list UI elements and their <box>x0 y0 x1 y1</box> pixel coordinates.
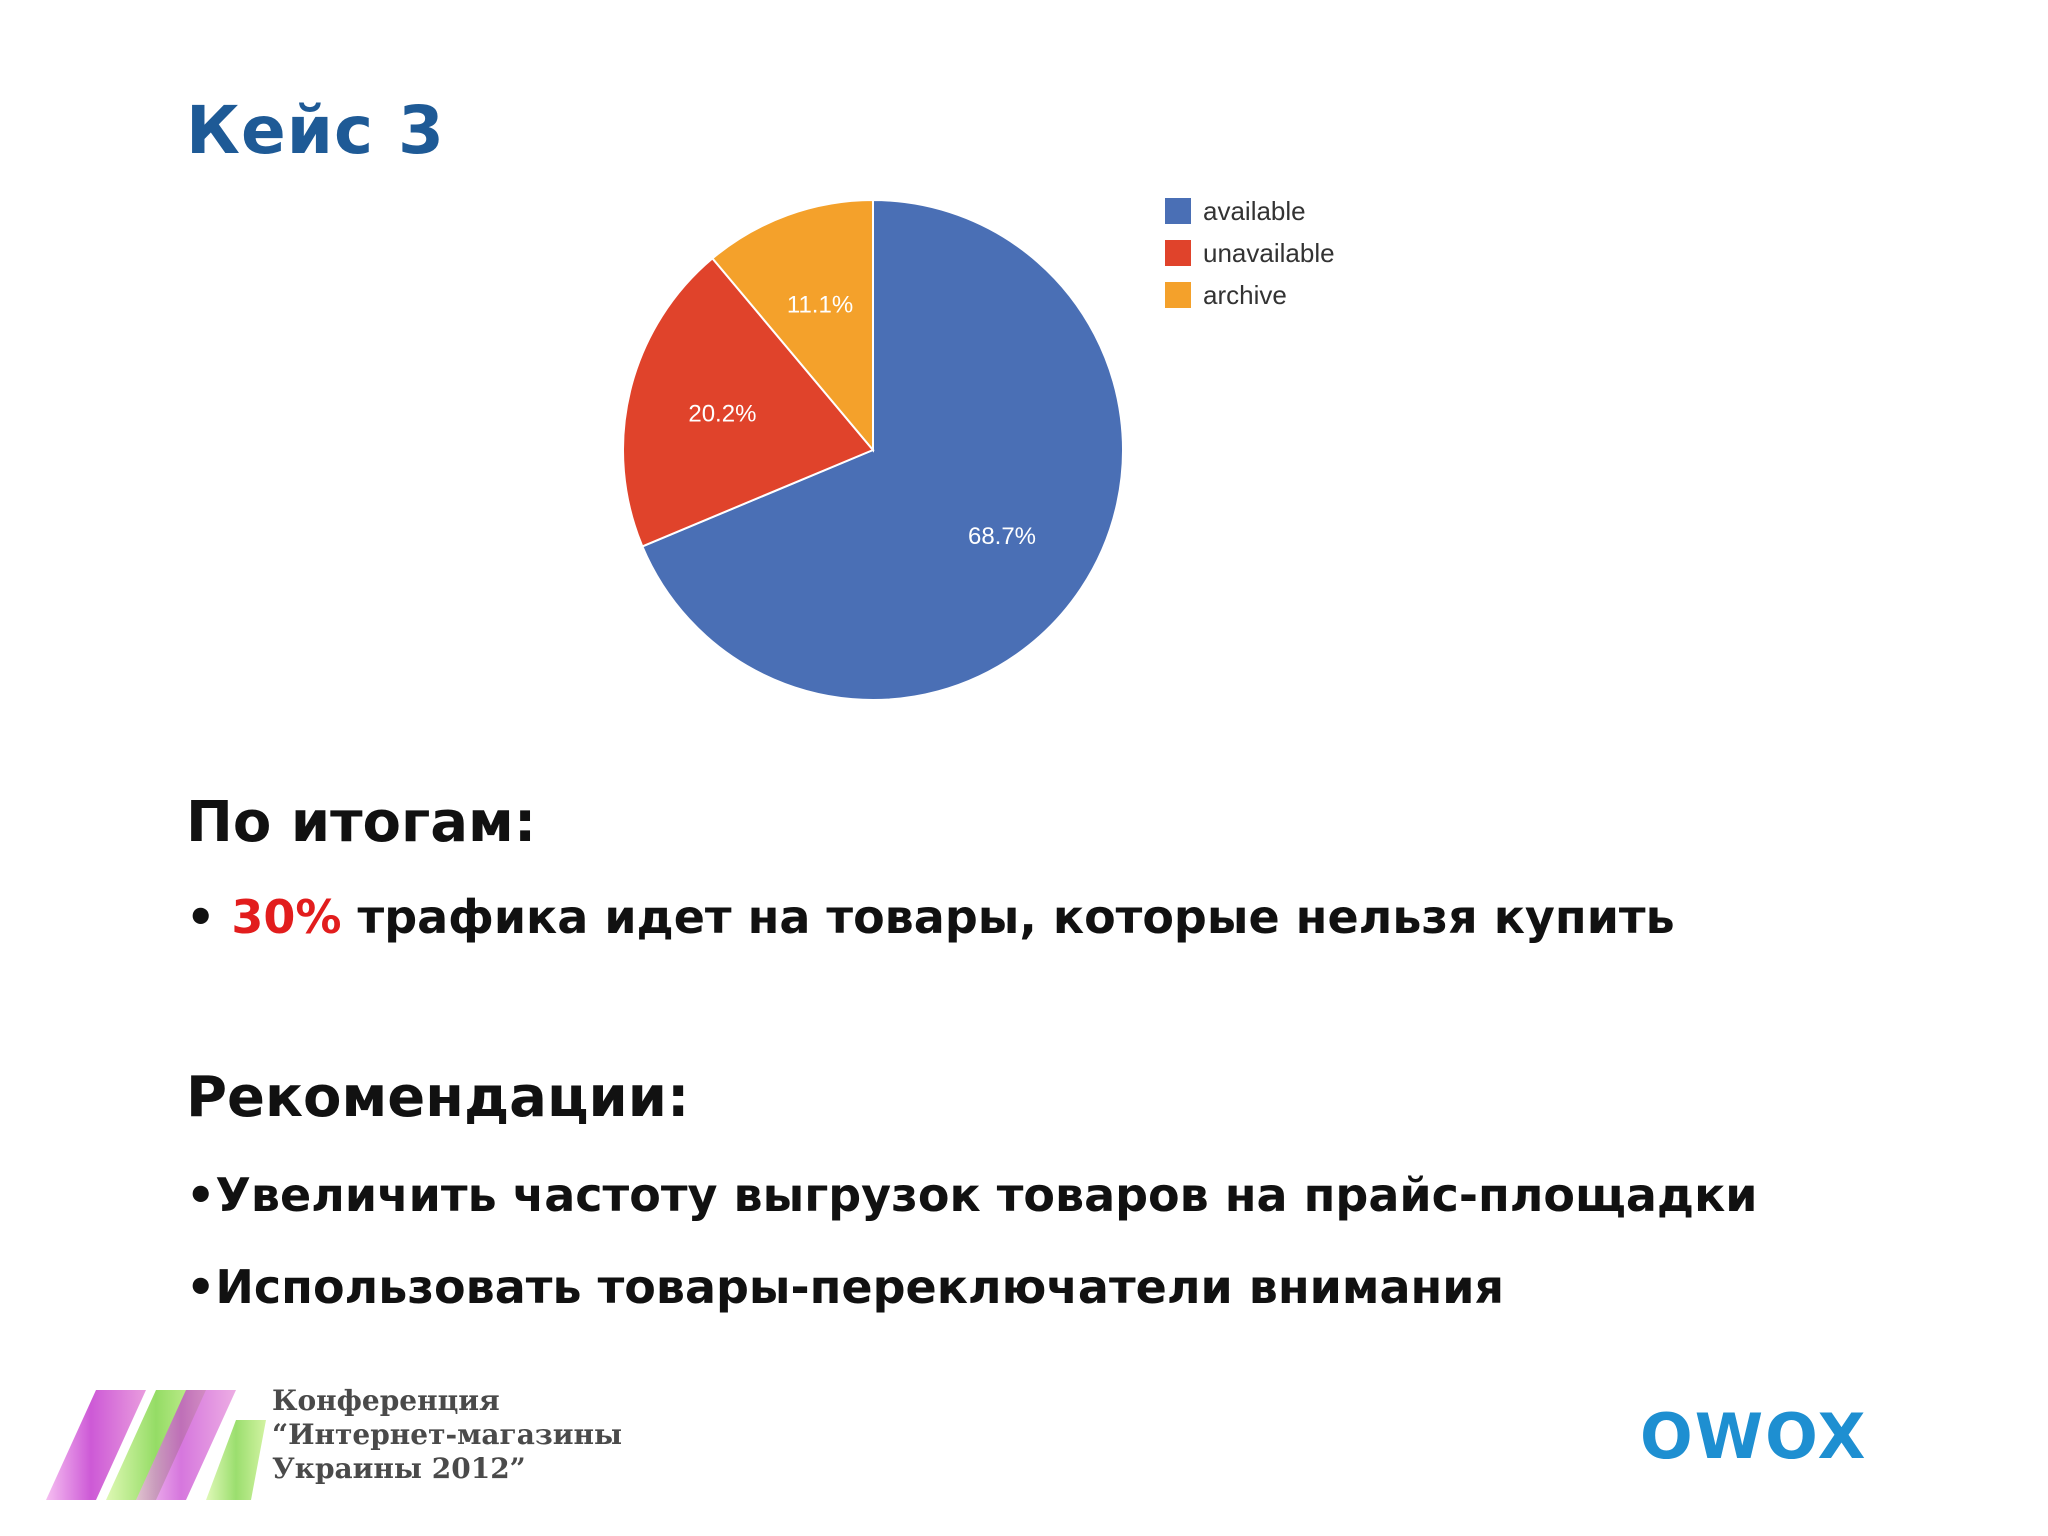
conference-line-3: Украины 2012” <box>272 1452 526 1485</box>
legend-label-archive: archive <box>1203 280 1287 310</box>
conference-name: Конференция “Интернет-магазины Украины 2… <box>272 1384 622 1486</box>
legend-label-unavailable: unavailable <box>1203 238 1335 268</box>
summary-text: трафика идет на товары, которые нельзя к… <box>357 890 1675 944</box>
slice-label-archive: 11.1% <box>787 291 853 318</box>
summary-heading: По итогам: <box>186 790 537 855</box>
conference-line-1: Конференция <box>272 1384 500 1417</box>
legend-swatch-unavailable <box>1165 240 1191 266</box>
pie-slice-archive <box>711 198 874 453</box>
conference-logo <box>46 1390 266 1500</box>
slide-title: Кейс 3 <box>186 92 445 169</box>
summary-bullet: • 30% трафика идет на товары, которые не… <box>186 890 1675 944</box>
pie-slice-unavailable <box>622 256 875 548</box>
legend-swatch-archive <box>1165 282 1191 308</box>
pie-labels: 68.7% 20.2% 11.1% <box>688 291 1036 550</box>
summary-highlight: 30% <box>231 890 342 944</box>
recommendation-item-2: •Использовать товары-переключатели внима… <box>186 1260 1505 1314</box>
chart-legend: available unavailable archive <box>1165 196 1335 310</box>
legend-swatch-available <box>1165 198 1191 224</box>
pie-slice-available <box>641 198 1124 701</box>
recommendations-heading: Рекомендации: <box>186 1065 690 1130</box>
pie-slices <box>622 198 1124 701</box>
pie-chart: 68.7% 20.2% 11.1% available unavailable arch… <box>622 196 1335 701</box>
bullet-marker: • <box>186 890 216 944</box>
brand-logo: OWOX <box>1640 1400 1868 1473</box>
recommendation-item-1: •Увеличить частоту выгрузок товаров на п… <box>186 1168 1758 1222</box>
conference-line-2: “Интернет-магазины <box>272 1418 623 1451</box>
slice-label-unavailable: 20.2% <box>688 400 756 427</box>
legend-label-available: available <box>1203 196 1306 226</box>
slice-label-available: 68.7% <box>968 523 1036 550</box>
